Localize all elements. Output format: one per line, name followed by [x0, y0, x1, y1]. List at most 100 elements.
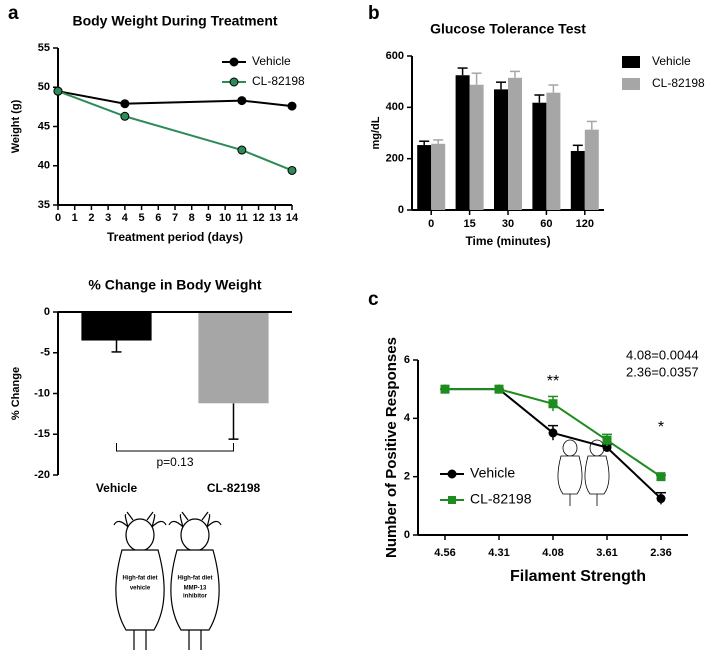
x-tick-label: 8 — [189, 212, 195, 224]
legend-label: CL-82198 — [652, 76, 705, 90]
y-tick-label: 400 — [386, 101, 404, 113]
x-tick-label: Vehicle — [96, 481, 138, 495]
marker — [656, 494, 666, 504]
x-axis-label: Time (minutes) — [465, 234, 550, 248]
mouse-label: High-fat diet — [123, 576, 158, 582]
y-tick-label: 4 — [404, 412, 411, 424]
panel-label: b — [368, 3, 380, 24]
annotation: p=0.13 — [156, 455, 193, 469]
annotation: 4.08=0.0044 — [626, 347, 699, 362]
y-tick-label: -15 — [34, 428, 50, 440]
bar — [469, 84, 484, 210]
y-tick-label: 0 — [44, 306, 50, 318]
y-tick-label: 45 — [38, 120, 50, 132]
x-tick-label: 2.36 — [650, 547, 671, 559]
x-tick-label: 7 — [172, 212, 178, 224]
mouse-illustrations — [113, 439, 610, 650]
legend-label: Vehicle — [470, 465, 515, 481]
x-tick-label: 11 — [236, 212, 248, 224]
x-tick-label: 4.56 — [434, 547, 455, 559]
mouse-label: High-fat diet — [178, 576, 213, 582]
y-tick-label: 40 — [38, 160, 50, 172]
y-axis-label: mg/dL — [370, 116, 382, 149]
x-tick-label: 3.61 — [596, 547, 617, 559]
legend-marker — [229, 57, 239, 67]
legend-marker — [447, 469, 457, 479]
bar — [532, 102, 547, 210]
x-tick-label: 120 — [576, 218, 594, 230]
x-tick-label: 60 — [540, 218, 552, 230]
y-tick-label: 55 — [38, 42, 50, 54]
marker — [120, 111, 130, 121]
bar — [570, 150, 585, 210]
marker — [237, 96, 247, 106]
marker — [494, 384, 504, 394]
legend-label: Vehicle — [652, 54, 691, 68]
bar — [81, 312, 152, 341]
panel-label: a — [8, 3, 19, 24]
y-tick-label: 2 — [404, 471, 410, 483]
y-tick-label: 200 — [386, 153, 404, 165]
bar — [584, 129, 599, 210]
y-axis-label: % Change — [10, 367, 22, 420]
legend-label: CL-82198 — [252, 74, 305, 88]
bar — [494, 89, 508, 210]
x-tick-label: 4.31 — [488, 547, 509, 559]
series-line — [57, 90, 293, 172]
mouse — [168, 511, 222, 650]
marker — [120, 99, 130, 109]
annotation: ** — [547, 373, 559, 390]
bar — [508, 77, 522, 210]
panel-label: c — [368, 289, 379, 310]
legend-label: CL-82198 — [470, 491, 532, 507]
bar — [431, 143, 446, 210]
x-tick-label: 5 — [139, 212, 145, 224]
mini-mice — [557, 439, 610, 506]
marker — [53, 86, 63, 96]
y-axis-label: Weight (g) — [10, 99, 22, 153]
marker — [287, 165, 297, 175]
x-tick-label: 1 — [72, 212, 78, 224]
chart-title: Body Weight During Treatment — [72, 13, 277, 29]
marker — [548, 399, 558, 409]
chart-title: % Change in Body Weight — [88, 277, 262, 293]
x-tick-label: 30 — [502, 218, 514, 230]
x-tick-label: 14 — [286, 212, 299, 224]
x-tick-label: 2 — [88, 212, 94, 224]
x-tick-label: 4 — [122, 212, 129, 224]
y-tick-label: -10 — [34, 387, 50, 399]
annotation: * — [658, 419, 664, 436]
mouse-label: vehicle — [130, 586, 151, 592]
bar — [198, 312, 269, 404]
x-tick-label: 10 — [219, 212, 231, 224]
x-tick-label: 0 — [428, 218, 434, 230]
x-axis-label: Filament Strength — [510, 568, 646, 585]
y-tick-label: 0 — [404, 529, 410, 541]
legend-swatch — [622, 78, 640, 90]
legend-marker — [448, 496, 456, 504]
y-tick-label: 0 — [398, 204, 404, 216]
x-tick-label: 3 — [105, 212, 111, 224]
x-axis-label: Treatment period (days) — [107, 230, 243, 244]
mouse — [113, 511, 167, 650]
chart-title: Glucose Tolerance Test — [430, 21, 586, 37]
legend-swatch — [622, 56, 640, 68]
y-tick-label: 35 — [38, 199, 50, 211]
series-line — [57, 90, 293, 108]
y-tick-label: 50 — [38, 81, 50, 93]
x-tick-label: 12 — [252, 212, 264, 224]
annotation: 2.36=0.0357 — [626, 364, 699, 379]
x-tick-label: 9 — [205, 212, 211, 224]
marker — [656, 472, 666, 482]
mouse-label: MMP-13 — [184, 586, 207, 592]
x-tick-label: 4.08 — [542, 547, 563, 559]
mouse-label: inhibitor — [183, 594, 208, 600]
bar — [546, 92, 561, 210]
marker — [548, 428, 558, 438]
x-tick-label: CL-82198 — [207, 481, 261, 495]
marker — [237, 145, 247, 155]
x-tick-label: 6 — [155, 212, 161, 224]
legend-label: Vehicle — [252, 54, 291, 68]
marker — [602, 435, 612, 445]
